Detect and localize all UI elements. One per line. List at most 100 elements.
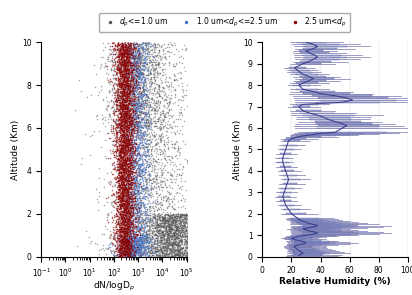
Point <box>122 61 129 66</box>
Point <box>119 104 126 109</box>
Point <box>156 105 162 109</box>
Point <box>133 77 140 82</box>
Point <box>121 101 128 106</box>
Point <box>178 171 185 175</box>
Point <box>154 232 161 237</box>
Point <box>136 120 143 125</box>
Point <box>122 152 129 157</box>
Point <box>130 167 136 171</box>
Point <box>124 227 131 232</box>
Point <box>126 125 132 130</box>
Point <box>100 203 107 208</box>
Point <box>169 243 175 248</box>
Point <box>137 184 144 189</box>
Point <box>121 101 127 106</box>
Point <box>154 222 161 227</box>
Point <box>141 87 147 92</box>
Point <box>126 194 133 199</box>
Point <box>151 113 158 118</box>
Point <box>120 194 126 199</box>
Point <box>133 60 140 65</box>
Point <box>187 237 194 242</box>
Point <box>181 223 187 228</box>
Point <box>143 55 150 60</box>
Point <box>145 118 152 122</box>
Point <box>127 171 133 176</box>
Point <box>173 189 180 194</box>
Point <box>126 94 133 99</box>
Point <box>126 70 133 75</box>
Point <box>126 160 132 165</box>
Point <box>137 71 143 76</box>
Point <box>160 133 166 138</box>
Point <box>135 80 141 84</box>
Point <box>130 169 136 174</box>
Point <box>143 161 149 165</box>
Point <box>148 249 155 253</box>
Point <box>117 209 124 213</box>
Point <box>124 77 131 82</box>
Point <box>128 63 134 67</box>
Point <box>139 187 146 192</box>
Point <box>114 69 120 74</box>
Point <box>109 124 116 129</box>
Point <box>124 165 130 170</box>
Point <box>151 41 157 45</box>
Point <box>129 120 136 125</box>
Point <box>144 229 151 233</box>
Point <box>122 152 128 157</box>
Point <box>126 154 132 158</box>
Point <box>138 46 145 51</box>
Point <box>123 178 129 183</box>
Point <box>121 154 127 158</box>
Point <box>124 95 131 100</box>
Point <box>126 165 132 169</box>
Point <box>135 72 142 77</box>
Point <box>129 62 135 67</box>
Point <box>118 123 124 128</box>
Point <box>184 233 190 238</box>
Point <box>202 240 209 244</box>
Point <box>124 84 131 88</box>
Point <box>195 242 202 247</box>
Point <box>115 82 122 87</box>
Point <box>111 98 118 103</box>
Point <box>129 134 136 139</box>
Point <box>130 67 137 71</box>
Point <box>140 85 147 90</box>
Point <box>115 69 122 73</box>
Point <box>154 212 161 217</box>
Point <box>120 46 126 51</box>
Point <box>162 230 168 235</box>
Point <box>126 214 132 219</box>
Point <box>122 127 129 131</box>
Point <box>185 231 191 236</box>
Point <box>130 62 136 67</box>
Point <box>111 176 118 181</box>
Point <box>170 246 176 251</box>
Point <box>118 200 125 205</box>
Point <box>118 106 125 111</box>
Point <box>132 238 139 242</box>
Point <box>127 195 133 200</box>
Point <box>126 201 133 205</box>
Point <box>124 250 130 254</box>
Point <box>124 230 131 235</box>
Point <box>132 243 139 248</box>
Point <box>118 93 124 97</box>
Point <box>170 64 176 68</box>
Point <box>159 185 166 189</box>
Point <box>119 111 125 115</box>
Point <box>133 142 139 147</box>
Point <box>129 196 136 201</box>
Point <box>150 163 157 168</box>
Point <box>129 153 135 158</box>
Point <box>140 152 146 156</box>
Point <box>124 169 131 174</box>
Point <box>148 79 155 84</box>
Point <box>124 56 131 60</box>
Point <box>132 225 138 230</box>
Point <box>193 249 200 253</box>
Point <box>119 127 126 132</box>
Point <box>113 82 119 87</box>
